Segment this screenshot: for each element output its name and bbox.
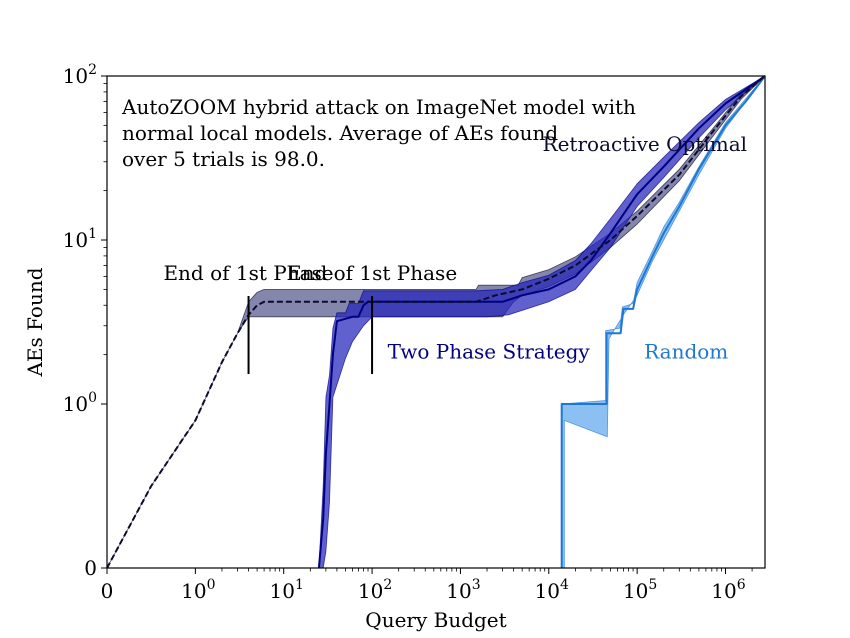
annotation-line-2: normal local models. Average of AEs foun… — [122, 121, 558, 145]
phase-marker-label-2: End of 1st Phase — [287, 261, 457, 285]
x-tick-label-6: 105 — [623, 577, 657, 603]
series-label-retroactive-optimal: Retroactive Optimal — [543, 132, 748, 156]
line-two-phase-strategy — [317, 75, 766, 569]
x-axis-label: Query Budget — [365, 608, 506, 632]
x-tick-label-4: 103 — [446, 577, 480, 603]
line-retroactive-optimal — [106, 75, 766, 569]
y-tick-label-1: 100 — [63, 390, 97, 416]
annotation-line-1: AutoZOOM hybrid attack on ImageNet model… — [121, 95, 636, 119]
series-labels: Retroactive Optimal Two Phase Strategy Ran… — [388, 132, 747, 364]
annotation-text: AutoZOOM hybrid attack on ImageNet model… — [121, 95, 636, 171]
line-random — [560, 75, 766, 568]
axes: 0 100 101 102 103 104 105 106 0 100 101 102 Query Bu… — [23, 62, 766, 632]
x-tick-label-3: 102 — [358, 577, 392, 603]
series-label-random: Random — [644, 339, 728, 363]
y-axis-label: AEs Found — [23, 267, 47, 377]
series-label-two-phase-strategy: Two Phase Strategy — [388, 339, 591, 363]
confidence-bands — [106, 75, 766, 569]
y-tick-label-2: 101 — [63, 226, 97, 252]
x-tick-label-5: 104 — [535, 577, 569, 603]
band-random — [561, 75, 766, 569]
x-tick-label-0: 0 — [101, 579, 114, 603]
y-tick-label-3: 102 — [63, 62, 97, 88]
band-two-phase-strategy — [318, 75, 766, 569]
series-lines — [106, 75, 766, 569]
plot-frame — [106, 75, 766, 569]
phase-marker-label-1: End of 1st Phase — [163, 261, 333, 285]
x-tick-label-1: 100 — [181, 577, 215, 603]
annotation-line-3: over 5 trials is 98.0. — [122, 147, 325, 171]
x-tick-label-7: 106 — [711, 577, 745, 603]
y-tick-label-0: 0 — [84, 556, 97, 580]
x-tick-label-2: 101 — [270, 577, 304, 603]
